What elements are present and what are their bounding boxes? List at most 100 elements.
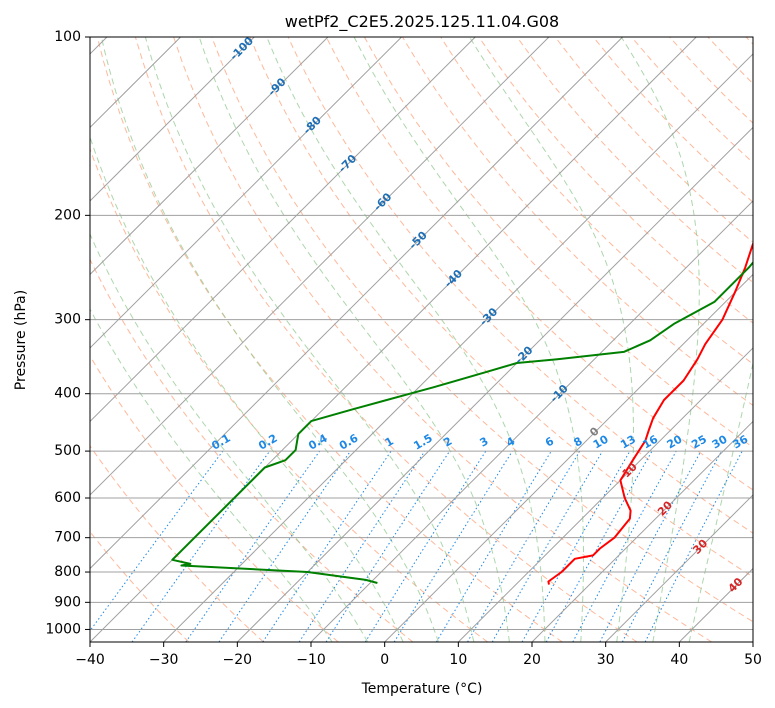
mixing-ratio-label: 30 — [710, 432, 730, 451]
x-axis-label: Temperature (°C) — [361, 681, 483, 697]
mixing-ratio-label: 16 — [640, 432, 660, 451]
dry-adiabat — [669, 37, 753, 124]
dry-adiabat — [554, 37, 753, 243]
mixing-ratio-label: 13 — [618, 433, 638, 452]
isotherm-line — [90, 37, 255, 202]
x-tick-label: −10 — [296, 652, 326, 668]
mixing-ratio-line — [185, 450, 321, 642]
mixing-ratio-label: 0.1 — [209, 432, 232, 453]
moist-adiabat — [469, 37, 634, 642]
y-tick-label: 200 — [54, 207, 81, 223]
x-tick-label: 20 — [523, 652, 541, 668]
dry-adiabat — [211, 37, 753, 623]
moist-adiabat — [198, 37, 510, 642]
moist-adiabat — [353, 37, 584, 642]
dry-adiabat — [707, 37, 753, 85]
sounding-profiles — [171, 241, 753, 585]
dry-adiabat — [173, 37, 712, 642]
mixing-ratio-label: 1 — [383, 435, 396, 450]
isotherm-line — [531, 420, 753, 642]
dry-adiabat — [134, 37, 638, 642]
isotherm-line — [605, 494, 753, 642]
plot-frame — [89, 36, 754, 643]
isotherm-line — [90, 37, 329, 276]
mixing-ratio-label: 20 — [665, 432, 685, 451]
isotherm-line — [310, 200, 753, 642]
moist-adiabat — [688, 361, 753, 642]
mixing-ratio-line — [521, 450, 631, 642]
dry-adiabat — [745, 37, 753, 45]
moist-adiabat — [90, 232, 369, 642]
mixing-ratio-label: 0.4 — [306, 431, 330, 452]
x-tick-label: 30 — [597, 652, 615, 668]
x-tick-label: −30 — [149, 652, 179, 668]
isotherm-label: -70 — [336, 152, 359, 175]
mixing-ratio-line — [131, 450, 271, 642]
isotherm-line — [457, 347, 753, 642]
moist-adiabat — [266, 37, 546, 642]
y-tick-label: 100 — [54, 29, 81, 45]
x-tick-label: −20 — [223, 652, 253, 668]
dry-adiabat — [90, 147, 488, 642]
chart-title: wetPf2_C2E5.2025.125.11.04.G08 — [285, 12, 559, 32]
mixing-ratio-line — [545, 450, 653, 642]
mixing-ratio-label: 6 — [543, 434, 556, 449]
mixing-ratio-label: 36 — [731, 432, 751, 451]
x-tick-label: 0 — [380, 652, 389, 668]
mixing-ratio-line — [90, 450, 224, 632]
isotherm-line — [90, 37, 476, 423]
plot-lines — [90, 37, 753, 642]
isotherm-label: -30 — [477, 305, 500, 328]
x-axis: −40 −30 −20 −10 0 10 20 30 40 50 — [75, 642, 762, 668]
mixing-ratio-lines — [90, 450, 743, 642]
temperature-profile — [547, 241, 753, 585]
pressure-gridlines — [90, 37, 753, 630]
x-tick-label: 10 — [449, 652, 467, 668]
dry-adiabat — [96, 37, 563, 642]
mixing-ratio-line — [298, 450, 426, 642]
dry-adiabat — [516, 37, 753, 284]
moist-adiabats — [90, 37, 753, 642]
x-tick-label: 50 — [744, 652, 762, 668]
y-tick-label: 800 — [54, 564, 81, 580]
dry-adiabat — [440, 37, 753, 365]
y-tick-label: 600 — [54, 490, 81, 506]
isotherms — [90, 37, 753, 642]
dry-adiabat — [287, 37, 753, 534]
dry-adiabat — [592, 37, 753, 203]
dry-adiabat — [325, 37, 753, 491]
y-axis: 100 200 300 400 500 600 700 800 900 1000 — [45, 29, 90, 637]
isotherm-line — [384, 273, 753, 642]
y-tick-label: 500 — [54, 443, 81, 459]
isotherm-line — [752, 641, 753, 642]
y-tick-label: 1000 — [45, 621, 81, 637]
x-tick-label: −40 — [75, 652, 105, 668]
y-tick-label: 900 — [54, 594, 81, 610]
dry-adiabat — [90, 258, 414, 642]
line-labels: -100-90-80-70-60-50-40-30-20-10010203040… — [209, 34, 750, 595]
moist-adiabat — [90, 135, 404, 642]
isotherm-label: -100 — [227, 34, 256, 63]
mixing-ratio-line — [435, 450, 552, 642]
y-axis-label: Pressure (hPa) — [13, 290, 29, 390]
y-tick-label: 700 — [54, 530, 81, 546]
isotherm-line — [90, 37, 550, 496]
dry-adiabat — [90, 445, 264, 642]
mixing-ratio-label: 3 — [478, 435, 491, 450]
moist-adiabat — [144, 37, 475, 642]
dry-adiabats — [90, 37, 753, 642]
y-tick-label: 400 — [54, 386, 81, 402]
mixing-ratio-line — [572, 450, 677, 642]
moist-adiabat — [90, 308, 333, 642]
moist-adiabat — [620, 37, 700, 642]
isotherm-line — [90, 37, 402, 349]
isotherm-label: 30 — [690, 537, 710, 557]
mixing-ratio-line — [364, 450, 487, 642]
mixing-ratio-line — [644, 450, 743, 642]
mixing-ratio-line — [262, 450, 392, 642]
mixing-ratio-label: 1.5 — [411, 432, 434, 453]
mixing-ratio-line — [325, 450, 451, 642]
mixing-ratio-line — [599, 450, 702, 642]
isotherm-line — [236, 126, 753, 642]
